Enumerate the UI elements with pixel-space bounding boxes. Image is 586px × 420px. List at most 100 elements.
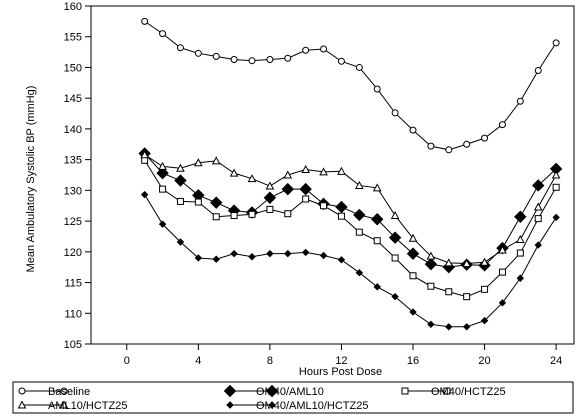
data-point-baseline xyxy=(266,55,274,63)
plot-area: 105 110 115 120 125 130 135 140 145 150 155 160 0 4 8 1… xyxy=(25,1,575,378)
legend-entry-om40-hctz25: OM40/HCTZ25 xyxy=(401,386,506,398)
data-point-om40-aml10-hctz25 xyxy=(462,323,471,331)
x-tick-label: 0 xyxy=(124,355,130,367)
data-point-om40-aml10 xyxy=(371,213,384,226)
series-line-aml10-hctz25 xyxy=(144,154,557,264)
series-line-om40-aml10 xyxy=(144,153,557,268)
data-point-om40-aml10-hctz25 xyxy=(194,254,203,262)
data-point-om40-aml10-hctz25 xyxy=(480,316,489,325)
data-point-om40-hctz25 xyxy=(534,215,542,223)
data-point-om40-aml10-hctz25 xyxy=(373,283,381,291)
data-point-aml10-hctz25 xyxy=(426,251,436,260)
y-tick-label: 130 xyxy=(64,185,82,197)
data-point-aml10-hctz25 xyxy=(533,202,543,211)
data-point-baseline xyxy=(552,39,560,47)
y-tick-label: 145 xyxy=(64,93,82,105)
y-tick-label: 125 xyxy=(64,216,82,228)
data-point-om40-aml10-hctz25 xyxy=(140,190,149,199)
x-tick-label: 24 xyxy=(550,355,562,367)
data-point-om40-hctz25 xyxy=(194,198,202,206)
data-point-om40-aml10-hctz25 xyxy=(230,249,238,258)
legend-marker xyxy=(17,400,27,409)
data-point-om40-hctz25 xyxy=(463,293,471,301)
legend-marker xyxy=(265,384,279,398)
x-tick-label: 4 xyxy=(195,355,201,367)
legend-marker xyxy=(268,401,276,409)
data-point-om40-hctz25 xyxy=(337,212,345,220)
x-tick-label: 20 xyxy=(478,355,490,367)
data-point-aml10-hctz25 xyxy=(480,257,489,266)
data-point-baseline xyxy=(212,52,220,60)
data-point-baseline xyxy=(141,17,149,25)
data-point-baseline xyxy=(373,85,381,93)
data-point-om40-aml10 xyxy=(353,208,366,222)
data-point-aml10-hctz25 xyxy=(498,245,507,254)
data-point-baseline xyxy=(302,46,310,54)
data-point-om40-hctz25 xyxy=(159,185,167,193)
data-point-om40-aml10-hctz25 xyxy=(319,251,328,260)
data-point-om40-aml10 xyxy=(335,200,348,214)
data-point-aml10-hctz25 xyxy=(390,211,400,220)
data-point-om40-hctz25 xyxy=(481,285,489,293)
data-point-om40-aml10-hctz25 xyxy=(391,292,399,301)
data-point-baseline xyxy=(427,142,435,150)
data-point-om40-hctz25 xyxy=(409,272,417,280)
data-point-om40-hctz25 xyxy=(552,183,560,191)
data-point-baseline xyxy=(498,121,506,129)
data-point-om40-aml10-hctz25 xyxy=(266,249,274,258)
legend-entry-baseline: Baseline xyxy=(18,386,90,398)
data-point-om40-hctz25 xyxy=(498,268,506,276)
data-point-aml10-hctz25 xyxy=(158,161,167,170)
data-point-om40-hctz25 xyxy=(230,212,238,220)
y-tick-label: 150 xyxy=(64,62,82,74)
data-point-aml10-hctz25 xyxy=(193,158,203,167)
data-point-om40-hctz25 xyxy=(355,228,363,236)
data-point-om40-aml10 xyxy=(299,182,312,196)
legend-entry-aml10-hctz25: AML10/HCTZ25 xyxy=(17,400,127,412)
y-tick-label: 155 xyxy=(64,32,82,44)
data-point-baseline xyxy=(463,140,471,148)
series-aml10-hctz25 xyxy=(140,150,561,267)
y-tick-label: 140 xyxy=(64,124,82,136)
data-point-om40-aml10 xyxy=(263,191,277,204)
legend-marker xyxy=(223,384,237,398)
data-point-aml10-hctz25 xyxy=(176,163,185,172)
data-point-aml10-hctz25 xyxy=(372,183,382,192)
series-om40-hctz25 xyxy=(141,156,560,301)
data-point-om40-hctz25 xyxy=(373,237,381,245)
legend-entry-om40-aml10: OM40/AML10 xyxy=(223,384,324,398)
legend-entry-om40-aml10-hctz25: OM40/AML10/HCTZ25 xyxy=(226,400,368,412)
data-point-baseline xyxy=(284,54,292,62)
legend-label-om40-aml10-hctz25: OM40/AML10/HCTZ25 xyxy=(256,400,368,412)
x-tick-label: 12 xyxy=(335,355,347,367)
legend: Baseline OM40/AML10 OM40/HCTZ25 AML10/HCTZ2… xyxy=(12,381,574,414)
data-point-om40-hctz25 xyxy=(427,282,435,290)
x-axis-title: Hours Post Dose xyxy=(299,366,382,378)
data-point-om40-aml10-hctz25 xyxy=(176,238,185,246)
data-point-baseline xyxy=(481,134,489,142)
data-point-om40-aml10 xyxy=(156,166,169,180)
data-point-om40-aml10-hctz25 xyxy=(248,253,256,261)
series-om40-aml10-hctz25 xyxy=(140,190,560,331)
data-point-baseline xyxy=(230,55,238,63)
data-point-baseline xyxy=(516,97,524,105)
data-point-om40-aml10 xyxy=(424,257,438,271)
data-point-baseline xyxy=(176,44,184,52)
data-point-baseline xyxy=(337,57,345,65)
data-point-om40-hctz25 xyxy=(212,213,220,221)
data-point-baseline xyxy=(194,49,202,57)
data-point-om40-aml10-hctz25 xyxy=(158,220,167,228)
legend-label-aml10-hctz25: AML10/HCTZ25 xyxy=(48,400,127,412)
data-point-aml10-hctz25 xyxy=(283,170,293,179)
data-point-om40-hctz25 xyxy=(445,288,453,296)
data-point-aml10-hctz25 xyxy=(265,181,275,190)
legend-marker xyxy=(443,387,451,395)
legend-marker xyxy=(226,401,234,409)
legend-marker xyxy=(60,387,68,395)
plot-frame xyxy=(90,5,575,345)
data-point-baseline xyxy=(391,109,399,117)
data-point-aml10-hctz25 xyxy=(319,167,328,176)
data-point-om40-aml10 xyxy=(514,210,527,223)
data-point-baseline xyxy=(355,63,363,71)
series-line-om40-hctz25 xyxy=(144,159,557,298)
